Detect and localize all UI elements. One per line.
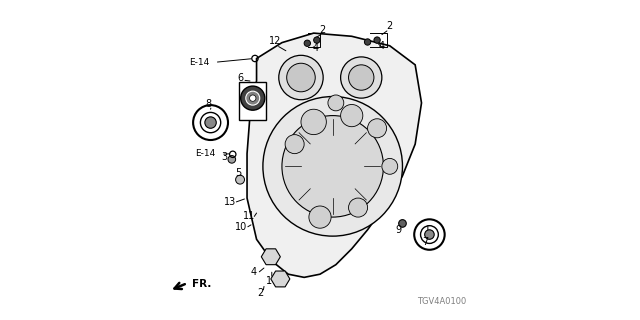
Text: 1: 1 [266, 276, 272, 286]
Polygon shape [247, 33, 422, 277]
Circle shape [285, 135, 304, 154]
Circle shape [279, 55, 323, 100]
Text: 2: 2 [257, 288, 264, 298]
Text: 4: 4 [312, 43, 318, 53]
Circle shape [349, 65, 374, 90]
Circle shape [349, 198, 367, 217]
Text: 8: 8 [205, 99, 211, 108]
Circle shape [364, 39, 371, 45]
Circle shape [263, 97, 403, 236]
Circle shape [282, 116, 383, 217]
Text: 4: 4 [379, 41, 385, 52]
Circle shape [374, 37, 380, 43]
Polygon shape [261, 249, 280, 265]
Text: E-14: E-14 [195, 148, 215, 157]
Text: 10: 10 [236, 222, 248, 232]
Text: FR.: FR. [193, 279, 212, 289]
Text: 7: 7 [422, 237, 428, 247]
Circle shape [304, 40, 310, 46]
Circle shape [236, 175, 244, 184]
Text: 11: 11 [243, 212, 256, 221]
Circle shape [399, 220, 406, 227]
Text: E-14: E-14 [189, 58, 209, 67]
Circle shape [328, 95, 344, 111]
Circle shape [382, 158, 397, 174]
Text: 4: 4 [251, 267, 257, 277]
Bar [239, 82, 266, 120]
Circle shape [301, 109, 326, 135]
Circle shape [340, 105, 363, 127]
Circle shape [367, 119, 387, 138]
Circle shape [241, 86, 265, 110]
Circle shape [228, 156, 236, 163]
Circle shape [314, 37, 320, 43]
Circle shape [205, 117, 216, 128]
Text: 5: 5 [236, 168, 242, 178]
Text: 12: 12 [269, 36, 282, 46]
Circle shape [340, 57, 382, 98]
Text: 2: 2 [386, 21, 392, 31]
Text: 6: 6 [237, 73, 243, 83]
Circle shape [250, 95, 256, 101]
Text: 13: 13 [225, 197, 237, 207]
Circle shape [309, 206, 331, 228]
Text: 3: 3 [222, 152, 228, 163]
Text: 9: 9 [396, 225, 402, 235]
Text: TGV4A0100: TGV4A0100 [417, 297, 466, 306]
Circle shape [425, 230, 434, 239]
Circle shape [246, 91, 260, 105]
Text: 2: 2 [319, 25, 326, 35]
Polygon shape [271, 271, 290, 287]
Circle shape [287, 63, 316, 92]
